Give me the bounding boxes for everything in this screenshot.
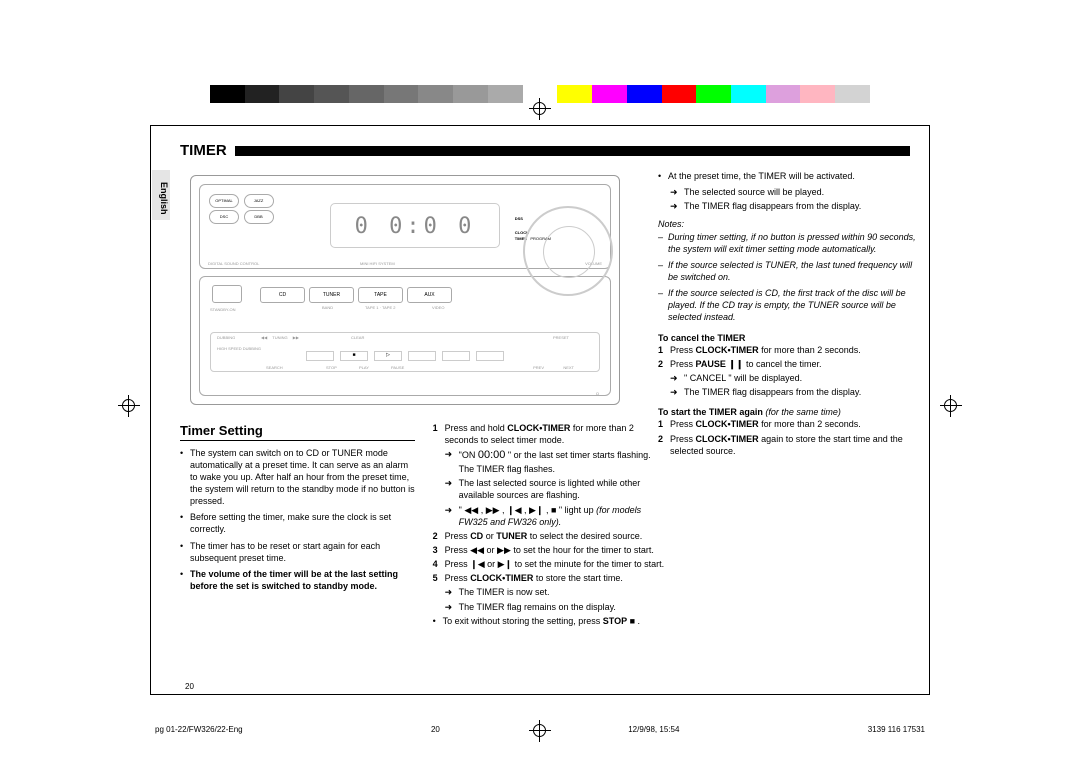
- step1: Press and hold CLOCK•TIMER for more than…: [445, 422, 668, 446]
- src-tape: TAPE: [358, 287, 403, 303]
- src-tuner: TUNER: [309, 287, 354, 303]
- btn-jazz: JAZZ: [244, 194, 274, 208]
- note-3: If the source selected is CD, the first …: [668, 287, 916, 323]
- language-tab: English: [152, 170, 170, 220]
- footer: pg 01-22/FW326/22-Eng 20 12/9/98, 15:54 …: [155, 725, 925, 736]
- footer-center: 20: [431, 725, 440, 736]
- sub-video: VIDEO: [432, 305, 444, 310]
- btn-dsc: DSC: [209, 210, 239, 224]
- tb-2: ■: [340, 351, 368, 361]
- lbl-system: MINI HIFI SYSTEM: [360, 261, 395, 266]
- column-3-upper: •At the preset time, the TIMER will be a…: [658, 170, 916, 459]
- lbl-prev: PREV: [533, 365, 544, 370]
- src-aux: AUX: [407, 287, 452, 303]
- lbl-clear: CLEAR: [351, 335, 364, 340]
- lcd-time: 0 0:0 0: [331, 204, 499, 242]
- footer-right: 3139 116 17531: [868, 725, 925, 736]
- restart-heading: To start the TIMER again (for the same t…: [658, 406, 916, 418]
- jog-dial: [523, 206, 613, 296]
- lbl-dubbing: DUBBING: [217, 335, 235, 340]
- cancel-ar1: " CANCEL " will be displayed.: [684, 372, 916, 384]
- exit-note: To exit without storing the setting, pre…: [443, 615, 668, 627]
- notes-heading: Notes:: [658, 218, 916, 230]
- tb-5: [442, 351, 470, 361]
- c1-b3: The timer has to be reset or start again…: [190, 540, 415, 564]
- step5: Press CLOCK•TIMER to store the start tim…: [445, 572, 668, 584]
- cancel-heading: To cancel the TIMER: [658, 332, 916, 344]
- column-3-spacer: [685, 422, 920, 631]
- cancel-step1: Press CLOCK•TIMER for more than 2 second…: [670, 344, 916, 356]
- c3-ar2: The TIMER flag disappears from the displ…: [684, 200, 916, 212]
- c1-b2: Before setting the timer, make sure the …: [190, 511, 415, 535]
- footer-date: 12/9/98, 15:54: [628, 725, 679, 736]
- power-button: [212, 285, 242, 303]
- cancel-ar2: The TIMER flag disappears from the displ…: [684, 386, 916, 398]
- step5-ar2: The TIMER flag remains on the display.: [459, 601, 668, 613]
- lbl-search: SEARCH: [266, 365, 283, 370]
- tb-1: [306, 351, 334, 361]
- src-cd: CD: [260, 287, 305, 303]
- c1-b1: The system can switch on to CD or TUNER …: [190, 447, 415, 508]
- registration-mark-right: [940, 395, 962, 417]
- device-diagram: OPTIMAL JAZZ DSC DBB 0 0:0 0 DSS CLOCK T…: [190, 175, 620, 405]
- lower-columns: Timer Setting •The system can switch on …: [180, 422, 920, 631]
- c3-bullet-1: At the preset time, the TIMER will be ac…: [668, 170, 916, 182]
- transport-controls: DUBBING ◀◀ TUNING ▶▶ CLEAR PRESET HIGH S…: [210, 332, 600, 372]
- step2: Press CD or TUNER to select the desired …: [445, 530, 668, 542]
- icon-rewind: ◀◀: [261, 335, 267, 340]
- note-1: During timer setting, if no button is pr…: [668, 231, 916, 255]
- step4: Press ❙◀ or ▶❙ to set the minute for the…: [445, 558, 668, 570]
- tb-4: [408, 351, 436, 361]
- column-2: 1Press and hold CLOCK•TIMER for more tha…: [433, 422, 668, 631]
- lcd-display: 0 0:0 0 DSS CLOCK TIMER PROGRAM: [330, 203, 500, 248]
- step3: Press ◀◀ or ▶▶ to set the hour for the t…: [445, 544, 668, 556]
- tb-6: [476, 351, 504, 361]
- step5-ar1: The TIMER is now set.: [459, 586, 668, 598]
- lbl-standby: STANDBY-ON: [210, 307, 236, 312]
- lbl-preset: PRESET: [553, 335, 569, 340]
- cancel-step2: Press PAUSE ❙❙ to cancel the timer.: [670, 358, 916, 370]
- page-title-bar: TIMER: [180, 140, 910, 162]
- registration-mark-left: [118, 395, 140, 417]
- page-number: 20: [185, 682, 194, 693]
- btn-optimal: OPTIMAL: [209, 194, 239, 208]
- lbl-play: PLAY: [359, 365, 369, 370]
- step1-ar2: The last selected source is lighted whil…: [459, 477, 668, 501]
- page-title: TIMER: [180, 141, 227, 161]
- registration-mark-top: [529, 98, 551, 120]
- lbl-stop: STOP: [326, 365, 337, 370]
- c3-ar1: The selected source will be played.: [684, 186, 916, 198]
- footer-left: pg 01-22/FW326/22-Eng: [155, 725, 243, 736]
- sub-band: BAND: [322, 305, 333, 310]
- lbl-next: NEXT: [563, 365, 574, 370]
- lbl-dsc-control: DIGITAL SOUND CONTROL: [208, 261, 259, 266]
- tb-3: ▷: [374, 351, 402, 361]
- column-1: Timer Setting •The system can switch on …: [180, 422, 415, 631]
- btn-dbb: DBB: [244, 210, 274, 224]
- sub-tape12: TAPE 1 · TAPE 2: [365, 305, 395, 310]
- section-heading: Timer Setting: [180, 422, 415, 441]
- lbl-hsd: HIGH SPEED DUBBING: [217, 347, 261, 351]
- step1-ar1: "ON 00:00 " or the last set timer starts…: [459, 448, 668, 475]
- step1-ar3: " ◀◀ , ▶▶ , ❙◀ , ▶❙ , ■ " light up (for …: [459, 504, 668, 528]
- lbl-tuning: TUNING: [272, 335, 287, 340]
- note-2: If the source selected is TUNER, the las…: [668, 259, 916, 283]
- icon-forward: ▶▶: [293, 335, 299, 340]
- lbl-pause: PAUSE: [391, 365, 404, 370]
- c1-b4: The volume of the timer will be at the l…: [190, 568, 415, 592]
